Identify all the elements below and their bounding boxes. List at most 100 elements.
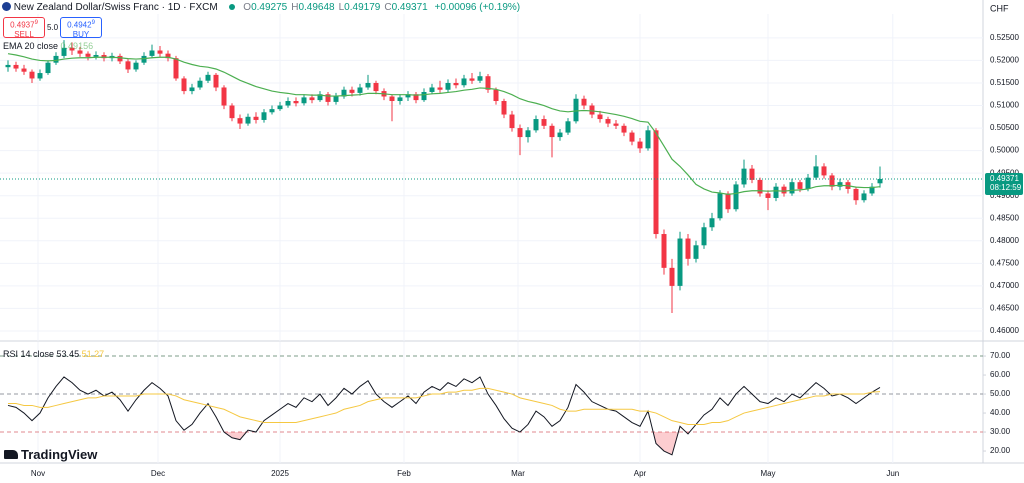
candle-body <box>717 193 723 219</box>
candle-body <box>341 89 347 97</box>
candle-body <box>325 94 331 102</box>
x-tick-label: Mar <box>511 469 525 478</box>
candle-body <box>749 168 755 180</box>
candle-body <box>725 193 731 210</box>
candle-body <box>821 166 827 176</box>
rsi-name: RSI 14 close <box>3 349 55 359</box>
candle-body <box>781 186 787 194</box>
x-tick-label: Dec <box>151 469 165 478</box>
last-price-label: 0.49371 <box>990 174 1019 183</box>
candle-body <box>485 76 491 90</box>
candle-body <box>557 132 563 138</box>
rsi-legend: RSI 14 close 53.45 51.27 <box>3 349 104 359</box>
candle-body <box>221 87 227 106</box>
candle-body <box>173 58 179 79</box>
y-tick-label: 0.47500 <box>990 258 1019 267</box>
candle-body <box>597 114 603 120</box>
candle-body <box>645 130 651 149</box>
flag-icon <box>2 2 11 11</box>
candle-body <box>397 97 403 102</box>
y-tick-label: 0.51000 <box>990 101 1019 110</box>
ohlc-key: L <box>338 2 345 13</box>
sell-price: 0.4937 <box>10 20 35 30</box>
candle-body <box>277 105 283 110</box>
ema-line <box>7 53 881 195</box>
y-tick-label: 60.00 <box>990 370 1011 379</box>
ema-name: EMA 20 close <box>3 41 59 51</box>
buy-button[interactable]: 0.49429 BUY <box>60 17 102 39</box>
candle-body <box>437 87 443 90</box>
candle-body <box>501 101 507 115</box>
y-tick-label: 0.46500 <box>990 304 1019 313</box>
candle-body <box>317 94 323 101</box>
rsi-ma-value: 51.27 <box>81 349 105 359</box>
y-tick-label: 40.00 <box>990 408 1011 417</box>
y-tick-label: 70.00 <box>990 351 1011 360</box>
candle-body <box>517 128 523 138</box>
candle-body <box>261 112 267 120</box>
candle-body <box>13 64 19 69</box>
y-tick-label: 30.00 <box>990 427 1011 436</box>
y-tick-label: 0.48000 <box>990 236 1019 245</box>
candle-body <box>453 82 459 86</box>
candle-body <box>285 101 291 106</box>
candle-body <box>269 109 275 113</box>
ohlc-value: 0.49648 <box>298 2 335 13</box>
buy-label: BUY <box>72 29 90 39</box>
candle-body <box>213 74 219 88</box>
ema-value: 0.49156 <box>60 41 94 51</box>
candle-body <box>189 87 195 92</box>
axis-unit: CHF <box>990 3 1009 13</box>
y-tick-label: 0.52000 <box>990 56 1019 65</box>
x-tick-label: Feb <box>397 469 411 478</box>
y-tick-label: 0.52500 <box>990 33 1019 42</box>
candle-body <box>157 50 163 54</box>
candle-body <box>181 78 187 92</box>
candle-body <box>301 97 307 104</box>
candle-body <box>245 116 251 124</box>
symbol-title: New Zealand Dollar/Swiss Franc · 1D · FX… <box>13 2 218 13</box>
market-status-dot <box>228 4 235 10</box>
candle-body <box>197 80 203 88</box>
candle-body <box>581 98 587 106</box>
y-tick-label: 0.46000 <box>990 326 1019 335</box>
candle-body <box>389 96 395 102</box>
logo-text: TradingView <box>21 447 98 462</box>
ohlc-value: 0.49179 <box>344 2 381 13</box>
x-tick-label: 2025 <box>271 469 289 478</box>
y-tick-label: 50.00 <box>990 389 1011 398</box>
candle-body <box>133 62 139 70</box>
ohlc-key: C <box>384 2 392 13</box>
candle-body <box>853 188 859 201</box>
candle-body <box>589 105 595 115</box>
candle-body <box>333 96 339 102</box>
candle-body <box>165 53 171 59</box>
candle-body <box>525 130 531 138</box>
candle-body <box>789 182 795 194</box>
buy-pip: 9 <box>91 20 95 26</box>
candle-body <box>533 119 539 131</box>
candle-body <box>653 130 659 235</box>
candle-body <box>205 74 211 81</box>
sell-pip: 9 <box>34 20 38 26</box>
x-tick-label: Jun <box>886 469 899 478</box>
candle-body <box>621 125 627 133</box>
spread: 5.0 <box>47 23 59 32</box>
symbol-header: New Zealand Dollar/Swiss Franc · 1D · FX… <box>2 2 520 13</box>
rsi-value: 53.45 <box>56 349 80 359</box>
candle-body <box>349 89 355 93</box>
y-tick-label: 0.51500 <box>990 78 1019 87</box>
candle-body <box>357 87 363 93</box>
candle-body <box>253 116 259 120</box>
sell-button[interactable]: 0.49379 SELL <box>3 17 45 39</box>
candle-body <box>765 193 771 198</box>
ohlc-value: 0.49371 <box>391 2 428 13</box>
oversold-fill <box>8 432 880 455</box>
candle-body <box>733 184 739 210</box>
candle-body <box>149 50 155 56</box>
candle-body <box>309 97 315 101</box>
candle-body <box>21 68 27 72</box>
last-price-tag <box>985 172 1023 195</box>
sell-label: SELL <box>14 29 34 39</box>
candle-body <box>629 132 635 142</box>
